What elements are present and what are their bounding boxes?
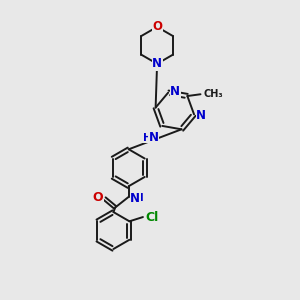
Text: N: N: [196, 109, 206, 122]
Text: O: O: [152, 20, 162, 33]
Text: H: H: [143, 133, 152, 143]
Text: N: N: [130, 192, 140, 205]
Text: N: N: [170, 85, 180, 98]
Text: N: N: [152, 57, 162, 70]
Text: N: N: [149, 131, 159, 144]
Text: H: H: [135, 193, 144, 203]
Text: Cl: Cl: [146, 211, 159, 224]
Text: CH₃: CH₃: [203, 89, 223, 99]
Text: O: O: [92, 191, 103, 204]
